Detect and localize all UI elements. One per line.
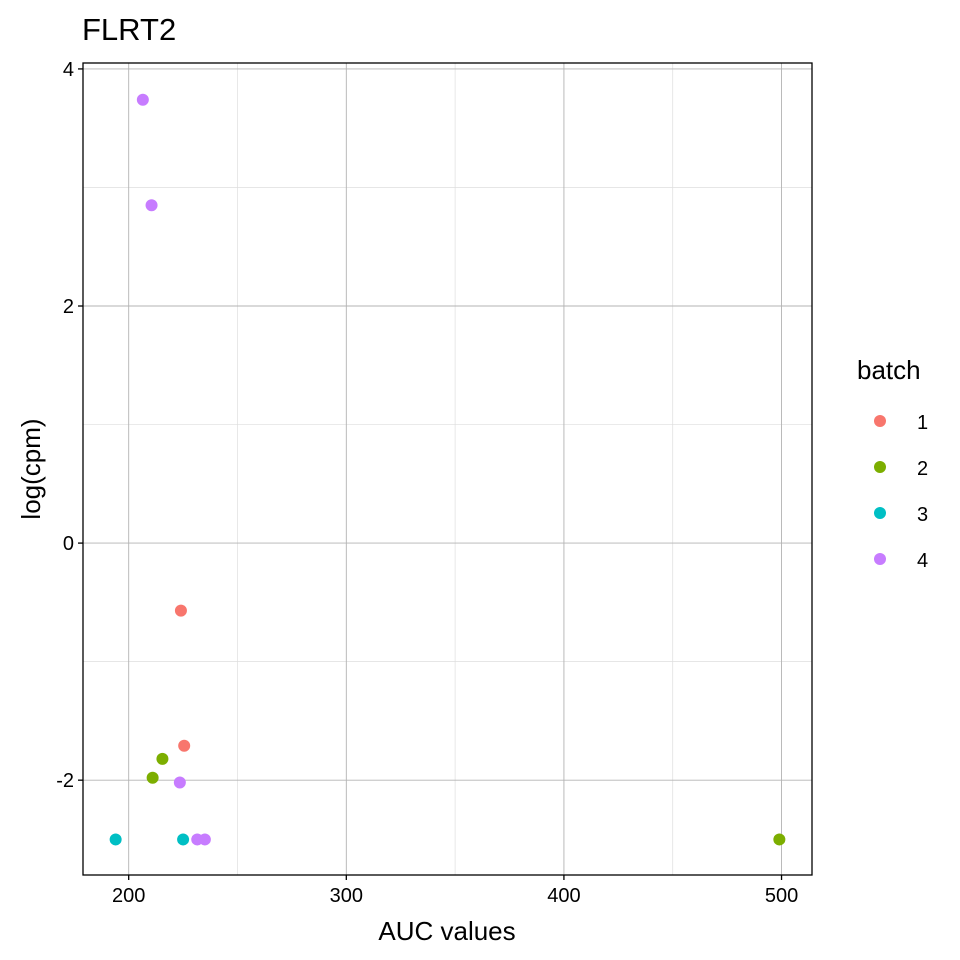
- data-point-batch-4: [173, 776, 186, 789]
- legend-label: 3: [917, 504, 928, 526]
- y-tick-label: 0: [63, 533, 74, 555]
- legend: batch 1 2 3 4: [857, 355, 928, 572]
- legend-label: 2: [917, 458, 928, 480]
- data-point-batch-4: [198, 833, 211, 846]
- legend-key-4: [874, 553, 886, 565]
- data-points: [109, 93, 786, 846]
- data-point-batch-1: [174, 604, 187, 617]
- y-tick-label: -2: [56, 770, 74, 792]
- data-point-batch-2: [773, 833, 786, 846]
- chart-title: FLRT2: [82, 12, 176, 47]
- legend-label: 1: [917, 412, 928, 434]
- data-point-batch-4: [136, 93, 149, 106]
- grid: [83, 63, 812, 875]
- axes: 200 300 400 500 -2 0 2 4: [56, 59, 798, 907]
- y-tick-label: 4: [63, 59, 74, 81]
- x-tick-label: 300: [330, 885, 363, 907]
- data-point-batch-1: [178, 739, 191, 752]
- x-tick-label: 200: [112, 885, 145, 907]
- legend-key-2: [874, 461, 886, 473]
- data-point-batch-2: [156, 752, 169, 765]
- data-point-batch-3: [177, 833, 190, 846]
- x-axis-title: AUC values: [378, 916, 515, 946]
- legend-key-1: [874, 415, 886, 427]
- data-point-batch-3: [109, 833, 122, 846]
- data-point-batch-2: [146, 771, 159, 784]
- data-point-batch-4: [145, 199, 158, 212]
- x-tick-label: 400: [547, 885, 580, 907]
- legend-title: batch: [857, 355, 921, 385]
- legend-key-3: [874, 507, 886, 519]
- y-tick-label: 2: [63, 296, 74, 318]
- plot-panel: [82, 62, 813, 876]
- legend-label: 4: [917, 550, 928, 572]
- y-axis-title: log(cpm): [16, 418, 46, 519]
- x-tick-label: 500: [765, 885, 798, 907]
